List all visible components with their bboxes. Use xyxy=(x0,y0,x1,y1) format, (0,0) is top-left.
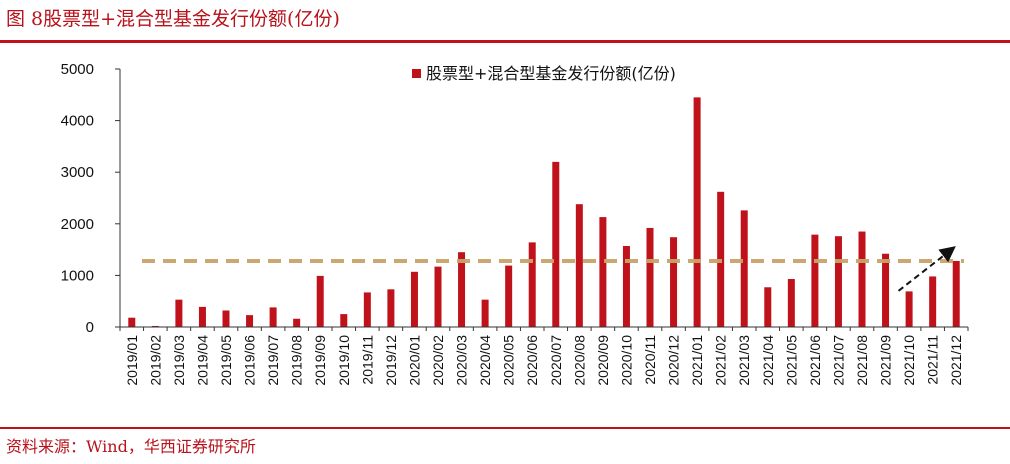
x-tick-label: 2019/02 xyxy=(147,335,163,386)
bar xyxy=(151,325,159,327)
x-tick-label: 2019/12 xyxy=(383,335,399,386)
bar xyxy=(175,299,183,327)
x-tick-label: 2021/08 xyxy=(854,335,870,386)
bar xyxy=(646,227,654,327)
x-tick-label: 2020/10 xyxy=(618,335,634,386)
x-tick-label: 2019/07 xyxy=(265,335,281,386)
x-tick-label: 2021/04 xyxy=(760,335,776,386)
x-tick-label: 2021/05 xyxy=(783,335,799,386)
x-tick-label: 2021/01 xyxy=(689,335,705,386)
top-rule xyxy=(0,40,1010,43)
trend-arrow xyxy=(897,246,956,292)
bar xyxy=(952,260,960,327)
x-tick-label: 2020/08 xyxy=(571,335,587,386)
x-tick-label: 2021/10 xyxy=(901,335,917,386)
x-tick-label: 2019/10 xyxy=(336,335,352,386)
x-tick-label: 2020/09 xyxy=(595,335,611,386)
figure-title: 图 8股票型+混合型基金发行份额(亿份) xyxy=(6,8,340,30)
bar xyxy=(434,266,442,327)
y-tick-label: 5000 xyxy=(61,61,94,78)
x-tick-label: 2021/11 xyxy=(925,335,941,385)
x-tick-label: 2020/05 xyxy=(501,335,517,386)
bar xyxy=(670,237,678,327)
x-tick-label: 2019/08 xyxy=(289,335,305,386)
x-tick-label: 2019/09 xyxy=(312,335,328,386)
legend-swatch xyxy=(412,69,421,78)
x-tick-label: 2020/07 xyxy=(548,335,564,386)
annotations xyxy=(142,246,964,292)
x-tick-label: 2019/03 xyxy=(171,335,187,386)
source-note: 资料来源：Wind，华西证券研究所 xyxy=(6,437,256,456)
x-tick-label: 2020/12 xyxy=(666,335,682,386)
bar xyxy=(575,204,583,327)
x-tick-label: 2020/11 xyxy=(642,335,658,385)
bar xyxy=(599,217,607,327)
y-tick-label: 3000 xyxy=(61,164,94,181)
bar xyxy=(269,307,277,327)
bar-series xyxy=(128,97,960,327)
legend: 股票型+混合型基金发行份额(亿份) xyxy=(412,64,676,83)
bar xyxy=(410,271,418,327)
legend-label: 股票型+混合型基金发行份额(亿份) xyxy=(426,64,676,83)
bar xyxy=(340,314,348,327)
bar xyxy=(905,291,913,327)
bar xyxy=(481,299,489,327)
bar xyxy=(528,242,536,327)
x-tick-label: 2020/04 xyxy=(477,335,493,386)
y-axis: 0 1000 2000 3000 4000 5000 xyxy=(61,61,121,336)
bar xyxy=(858,231,866,327)
bar xyxy=(387,289,395,327)
x-tick-label: 2021/09 xyxy=(878,335,894,386)
x-tick-label: 2020/06 xyxy=(524,335,540,386)
y-tick-label: 1000 xyxy=(61,267,94,284)
x-tick-label: 2019/01 xyxy=(124,335,140,386)
x-tick-label: 2021/02 xyxy=(713,335,729,386)
bar xyxy=(293,318,301,327)
bar xyxy=(316,275,324,327)
bar xyxy=(222,310,230,327)
bar xyxy=(363,292,371,327)
bar xyxy=(834,236,842,327)
bottom-rule xyxy=(0,427,1010,429)
x-tick-label: 2021/07 xyxy=(830,335,846,386)
x-tick-label: 2020/02 xyxy=(430,335,446,386)
bar xyxy=(811,234,819,327)
bar xyxy=(246,315,254,327)
bar xyxy=(198,306,206,327)
x-tick-label: 2021/06 xyxy=(807,335,823,386)
bar xyxy=(764,287,772,327)
x-tick-label: 2019/11 xyxy=(359,335,375,385)
x-tick-label: 2019/06 xyxy=(242,335,258,386)
bar xyxy=(552,161,560,327)
bar xyxy=(929,276,937,327)
y-tick-label: 4000 xyxy=(61,113,94,130)
x-tick-label: 2019/05 xyxy=(218,335,234,386)
x-tick-label: 2021/12 xyxy=(948,335,964,386)
bar xyxy=(740,210,748,327)
x-axis: 2019/01 2019/02 2019/03 2019/04 2019/05 2019/… xyxy=(119,326,969,386)
x-tick-label: 2020/03 xyxy=(454,335,470,386)
bar xyxy=(128,317,136,327)
bar xyxy=(693,97,701,327)
bar xyxy=(505,265,513,327)
bar xyxy=(458,252,466,327)
bar xyxy=(622,245,630,327)
y-tick-label: 0 xyxy=(86,319,94,336)
bar xyxy=(787,279,795,327)
bar xyxy=(882,253,890,327)
x-tick-label: 2021/03 xyxy=(736,335,752,386)
x-tick-label: 2019/04 xyxy=(194,335,210,386)
y-tick-label: 2000 xyxy=(61,216,94,233)
x-tick-label: 2020/01 xyxy=(406,335,422,386)
